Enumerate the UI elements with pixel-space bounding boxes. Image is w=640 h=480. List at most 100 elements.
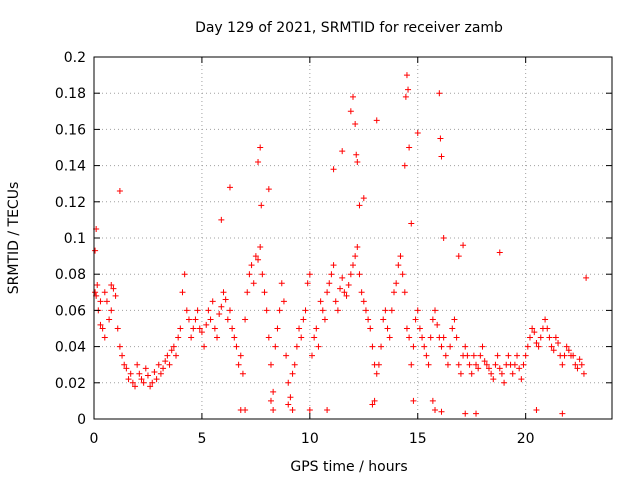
data-point [97, 298, 104, 305]
data-point [437, 135, 444, 142]
data-point [339, 148, 346, 155]
data-point [347, 271, 354, 278]
data-point [516, 365, 523, 372]
data-point [157, 370, 164, 377]
data-point [455, 253, 462, 260]
data-point [116, 343, 123, 350]
data-point [563, 343, 570, 350]
data-point [205, 307, 212, 314]
data-point [423, 352, 430, 359]
y-tick-label: 0.08 [55, 267, 86, 283]
data-point [399, 271, 406, 278]
data-point [483, 361, 490, 368]
data-point [125, 376, 132, 383]
data-point [291, 361, 298, 368]
data-point [537, 334, 544, 341]
data-point [119, 352, 126, 359]
y-tick-label: 0.16 [55, 122, 86, 138]
data-point [432, 307, 439, 314]
data-point [561, 352, 568, 359]
data-point [490, 376, 497, 383]
y-tick-label: 0.12 [55, 195, 86, 211]
y-tick-label: 0 [77, 412, 86, 428]
data-point [328, 271, 335, 278]
data-point [114, 325, 121, 332]
x-axis-label: GPS time / hours [290, 459, 407, 475]
data-point [408, 220, 415, 227]
data-point [341, 289, 348, 296]
data-point [369, 401, 376, 408]
data-point [214, 334, 221, 341]
data-point [237, 352, 244, 359]
data-point [242, 406, 249, 413]
data-point [494, 352, 501, 359]
data-point [522, 352, 529, 359]
data-point [406, 144, 413, 151]
data-point [384, 325, 391, 332]
data-point [304, 280, 311, 287]
data-point [170, 343, 177, 350]
data-point [92, 247, 99, 254]
data-point [518, 376, 525, 383]
data-point [401, 162, 408, 169]
data-point [332, 298, 339, 305]
data-point [406, 334, 413, 341]
data-point [313, 325, 320, 332]
data-point [565, 347, 572, 354]
data-point [337, 285, 344, 292]
data-point [103, 298, 110, 305]
data-point [142, 365, 149, 372]
data-point [218, 303, 225, 310]
y-tick-label: 0.06 [55, 303, 86, 319]
data-point [285, 379, 292, 386]
data-point [473, 361, 480, 368]
y-tick-label: 0.04 [55, 340, 86, 356]
data-point [198, 329, 205, 336]
data-point [308, 352, 315, 359]
data-point [457, 370, 464, 377]
data-point [440, 334, 447, 341]
data-point [300, 316, 307, 323]
data-point [235, 361, 242, 368]
data-point [231, 334, 238, 341]
data-point [378, 343, 385, 350]
data-point [183, 307, 190, 314]
data-point [144, 372, 151, 379]
data-point [511, 361, 518, 368]
data-point [138, 376, 145, 383]
data-point [444, 361, 451, 368]
data-point [306, 406, 313, 413]
data-point [481, 358, 488, 365]
data-point [201, 343, 208, 350]
data-point [470, 352, 477, 359]
data-point [350, 262, 356, 269]
data-point [181, 271, 188, 278]
data-point [432, 406, 439, 413]
x-tick-label: 20 [517, 431, 535, 447]
data-point [403, 325, 410, 332]
x-tick-label: 0 [90, 431, 99, 447]
data-point [438, 408, 445, 415]
data-point [488, 370, 495, 377]
data-point [257, 144, 264, 151]
data-point [505, 352, 512, 359]
data-point [397, 253, 404, 260]
data-point [334, 307, 341, 314]
data-point [224, 316, 231, 323]
data-point [112, 292, 119, 299]
data-point [242, 316, 249, 323]
data-point [475, 365, 482, 372]
data-point [149, 379, 156, 386]
data-point [339, 274, 346, 281]
data-point [436, 90, 443, 97]
data-point [356, 271, 363, 278]
data-point [365, 316, 372, 323]
data-point [222, 296, 229, 303]
data-point [526, 334, 533, 341]
data-point [317, 298, 324, 305]
data-point [203, 321, 210, 328]
y-axis-ticks: 0 0.02 0.04 0.06 0.08 0.1 0.12 0.14 0.16 0.18 0.2 [55, 50, 612, 428]
data-point [166, 361, 173, 368]
data-point [229, 325, 236, 332]
data-point [207, 316, 214, 323]
